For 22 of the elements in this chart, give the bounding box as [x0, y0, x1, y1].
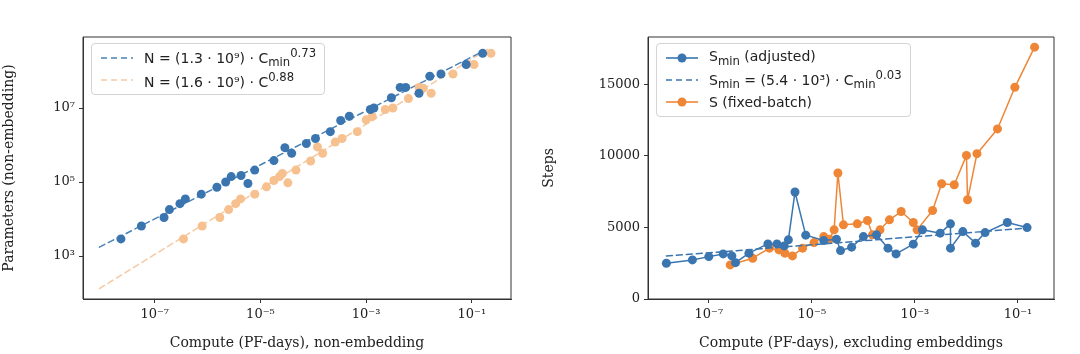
x-tick-label: 10⁻³: [900, 306, 930, 322]
y-tick-label: 15000: [598, 75, 640, 91]
legend-label: S (fixed-batch): [709, 94, 813, 110]
x-tick-label: 10⁻¹: [1003, 306, 1033, 322]
legend-label: S$_{min}$ (adjusted): [709, 48, 816, 68]
x-tick-label: 10⁻¹: [457, 306, 487, 322]
x-tick-label: 10⁻⁷: [140, 306, 170, 322]
x-axis-title: Compute (PF-days), non-embedding: [169, 334, 425, 351]
legend-label: N = (1.6 · 10⁹) · C$^{0.88}$: [144, 70, 295, 90]
x-tick-label: 10⁻³: [351, 306, 381, 322]
y-axis-title: Steps: [540, 148, 557, 188]
x-tick-label: 10⁻⁵: [797, 306, 827, 322]
x-tick-label: 10⁻⁵: [246, 306, 275, 322]
y-axis-title: Parameters (non-embedding): [0, 64, 17, 272]
y-tick-label: 5000: [606, 218, 640, 234]
y-tick-label: 10⁷: [53, 99, 75, 115]
x-tick-label: 10⁻⁷: [694, 306, 724, 322]
x-axis-title: Compute (PF-days), excluding embeddings: [699, 334, 1003, 351]
y-tick-label: 10³: [53, 247, 75, 263]
y-tick-label: 10⁵: [53, 173, 75, 189]
y-tick-label: 10000: [598, 147, 640, 163]
y-tick-label: 0: [631, 290, 640, 306]
